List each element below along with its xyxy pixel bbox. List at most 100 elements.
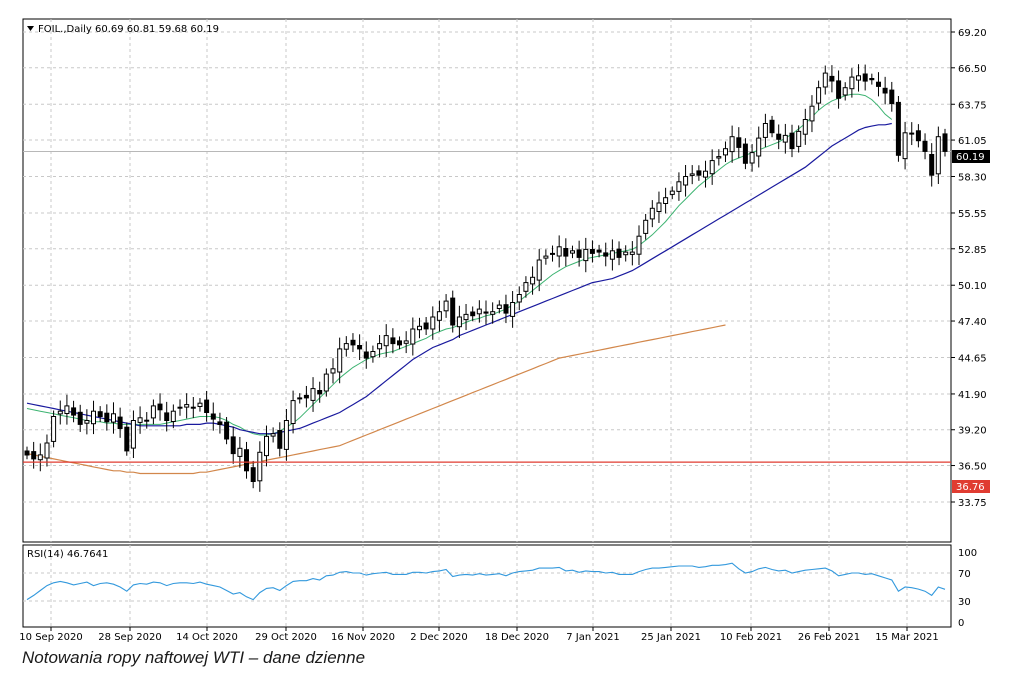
candle [77, 404, 83, 432]
candle-body [264, 435, 269, 457]
candle-body [503, 304, 509, 314]
candle [310, 377, 316, 412]
candle [264, 425, 269, 467]
y-tick-label: 39.20 [958, 426, 987, 437]
candle-body [217, 421, 223, 425]
candle-body [84, 420, 90, 424]
collapse-arrow-icon[interactable] [27, 26, 34, 31]
candle [470, 306, 476, 322]
candle-body [915, 130, 921, 142]
candle [476, 300, 482, 323]
candle-body [570, 250, 575, 254]
candle-body [782, 134, 788, 143]
candle-body [283, 420, 289, 450]
candle-body [922, 140, 928, 152]
candle-body [583, 248, 589, 262]
candle [882, 76, 888, 105]
candle-body [257, 451, 263, 482]
main-panel-frame [22, 18, 952, 543]
candle [323, 368, 329, 397]
candle [629, 241, 635, 266]
candle-body [470, 311, 476, 317]
candle [603, 242, 609, 267]
candle-body [111, 413, 116, 423]
candle [922, 133, 928, 160]
candle-body [184, 404, 190, 408]
candle-body [816, 87, 822, 104]
candle [303, 385, 309, 408]
y-tick-label: 41.90 [958, 390, 987, 401]
candle-body [929, 154, 935, 176]
candle-body [31, 451, 37, 460]
y-tick-label: 44.65 [958, 353, 987, 364]
candle-body [91, 410, 96, 425]
candle-body [97, 411, 103, 418]
x-tick-label: 2 Dec 2020 [410, 632, 468, 643]
rsi-group [26, 562, 946, 601]
candle-body [244, 449, 249, 472]
candle-body [24, 450, 30, 456]
candle-body [157, 403, 163, 411]
candle-body [822, 72, 828, 88]
candle [516, 286, 522, 311]
candle [709, 149, 715, 185]
candle-body [343, 343, 349, 350]
candle-body [71, 407, 77, 416]
rsi-panel-frame [22, 544, 952, 628]
candle [297, 393, 303, 404]
candle [124, 422, 130, 456]
candle-body [490, 311, 496, 315]
candle-body [476, 308, 482, 315]
candle [623, 245, 629, 262]
candle-body [204, 399, 210, 414]
candle-body [862, 73, 868, 82]
candle [130, 410, 136, 459]
candle-body [117, 416, 123, 430]
candle-body [902, 132, 908, 160]
candle [31, 441, 37, 469]
candle-body [357, 345, 363, 350]
candle [244, 441, 249, 479]
candle [935, 126, 941, 184]
candle [137, 406, 143, 434]
candle-body [543, 255, 549, 259]
candle [570, 245, 575, 259]
candle-body [443, 300, 449, 312]
candle-body [649, 207, 655, 220]
candle-body [842, 87, 848, 96]
candle [397, 336, 402, 350]
candle-body [676, 181, 682, 192]
candle-body [889, 89, 895, 105]
candle [117, 407, 123, 438]
candle [483, 300, 489, 325]
candle-body [210, 413, 216, 420]
candle-body [756, 137, 762, 157]
candle-body [350, 339, 356, 346]
candle-body [576, 249, 582, 258]
candle-body [736, 137, 742, 148]
candle-body [802, 119, 808, 135]
candle [157, 393, 163, 421]
candle-body [703, 170, 708, 178]
candle-body [849, 76, 855, 90]
candle-body [370, 351, 376, 358]
candle-body [337, 348, 343, 373]
candle [836, 70, 842, 109]
candle [656, 191, 662, 223]
candle [490, 302, 496, 324]
candle [942, 128, 948, 157]
candle-body [456, 316, 462, 328]
candle-body [942, 133, 948, 152]
candle [51, 410, 57, 448]
candle [822, 65, 828, 95]
candle [224, 417, 230, 445]
candle [343, 336, 349, 357]
candle-body [516, 294, 522, 303]
candle [789, 124, 795, 158]
candle [170, 404, 176, 429]
y-tick-label: 69.20 [958, 28, 987, 39]
candle-body [130, 420, 136, 449]
candle [57, 400, 63, 425]
candle-body [603, 252, 609, 257]
